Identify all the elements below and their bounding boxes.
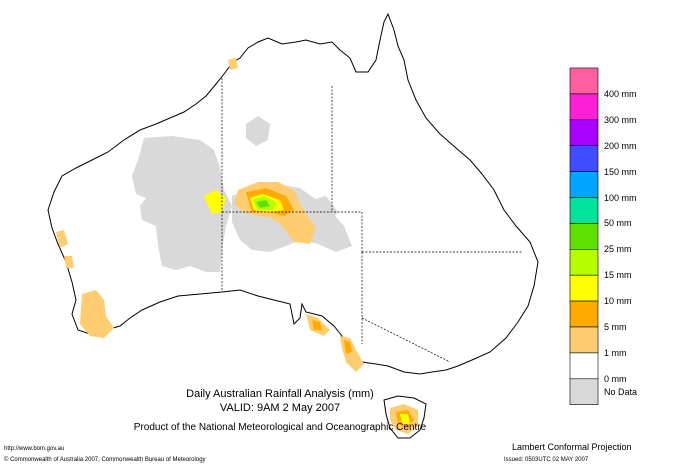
rain-1mm-north bbox=[228, 58, 238, 70]
legend-swatch bbox=[569, 378, 599, 405]
legend-swatch bbox=[569, 326, 599, 354]
rain-25mm-central bbox=[256, 200, 270, 208]
legend-label: No Data bbox=[604, 386, 638, 397]
website-url: http://www.bom.gov.au bbox=[4, 446, 65, 452]
no-data-region-west bbox=[132, 136, 232, 272]
product-note: Product of the National Meteorological a… bbox=[133, 422, 427, 433]
rain-5mm-southeast bbox=[344, 340, 352, 354]
legend-swatch bbox=[569, 145, 599, 172]
legend-swatch bbox=[569, 171, 599, 198]
rain-1mm-west-coast-2 bbox=[64, 256, 74, 268]
legend-swatch bbox=[569, 197, 599, 224]
legend-swatches bbox=[569, 67, 599, 405]
legend-label: 1 mm bbox=[604, 347, 627, 358]
rain-1mm-southwest bbox=[80, 290, 114, 338]
legend-label: 400 mm bbox=[604, 88, 637, 99]
issued-time: Issued: 0503UTC 02 MAY 2007 bbox=[504, 457, 589, 463]
legend-swatch bbox=[569, 249, 599, 276]
legend-swatch bbox=[569, 274, 599, 302]
legend-label: 150 mm bbox=[604, 166, 637, 177]
legend-label: 10 mm bbox=[604, 296, 632, 307]
no-data-region-east bbox=[312, 196, 338, 222]
projection-label: Lambert Conformal Projection bbox=[512, 442, 632, 452]
legend-swatch bbox=[569, 223, 599, 250]
legend-label: 50 mm bbox=[604, 218, 632, 229]
no-data-region-north bbox=[246, 116, 270, 146]
copyright-note: © Commonwealth of Australia 2007, Common… bbox=[4, 457, 206, 463]
legend-label: 25 mm bbox=[604, 244, 632, 255]
rain-10mm-west bbox=[204, 190, 226, 214]
map-title: Daily Australian Rainfall Analysis (mm) bbox=[186, 388, 374, 400]
valid-date: VALID: 9AM 2 May 2007 bbox=[219, 402, 341, 414]
legend-swatch bbox=[569, 119, 599, 147]
state-borders bbox=[221, 78, 522, 363]
legend-swatch bbox=[569, 93, 599, 121]
rain-5mm-gulf bbox=[312, 320, 322, 330]
legend-label: 5 mm bbox=[604, 322, 627, 332]
legend-swatch bbox=[569, 67, 599, 95]
legend-label: 300 mm bbox=[604, 114, 637, 125]
legend-label: 200 mm bbox=[604, 140, 637, 151]
legend-swatch bbox=[569, 300, 599, 328]
rain-1mm-west-coast bbox=[56, 230, 68, 248]
legend-label: 100 mm bbox=[604, 192, 637, 203]
rain-10mm-tasmania bbox=[400, 414, 410, 424]
legend-swatch bbox=[569, 352, 599, 380]
legend-label: 0 mm bbox=[604, 373, 627, 384]
legend-label: 15 mm bbox=[604, 270, 632, 281]
